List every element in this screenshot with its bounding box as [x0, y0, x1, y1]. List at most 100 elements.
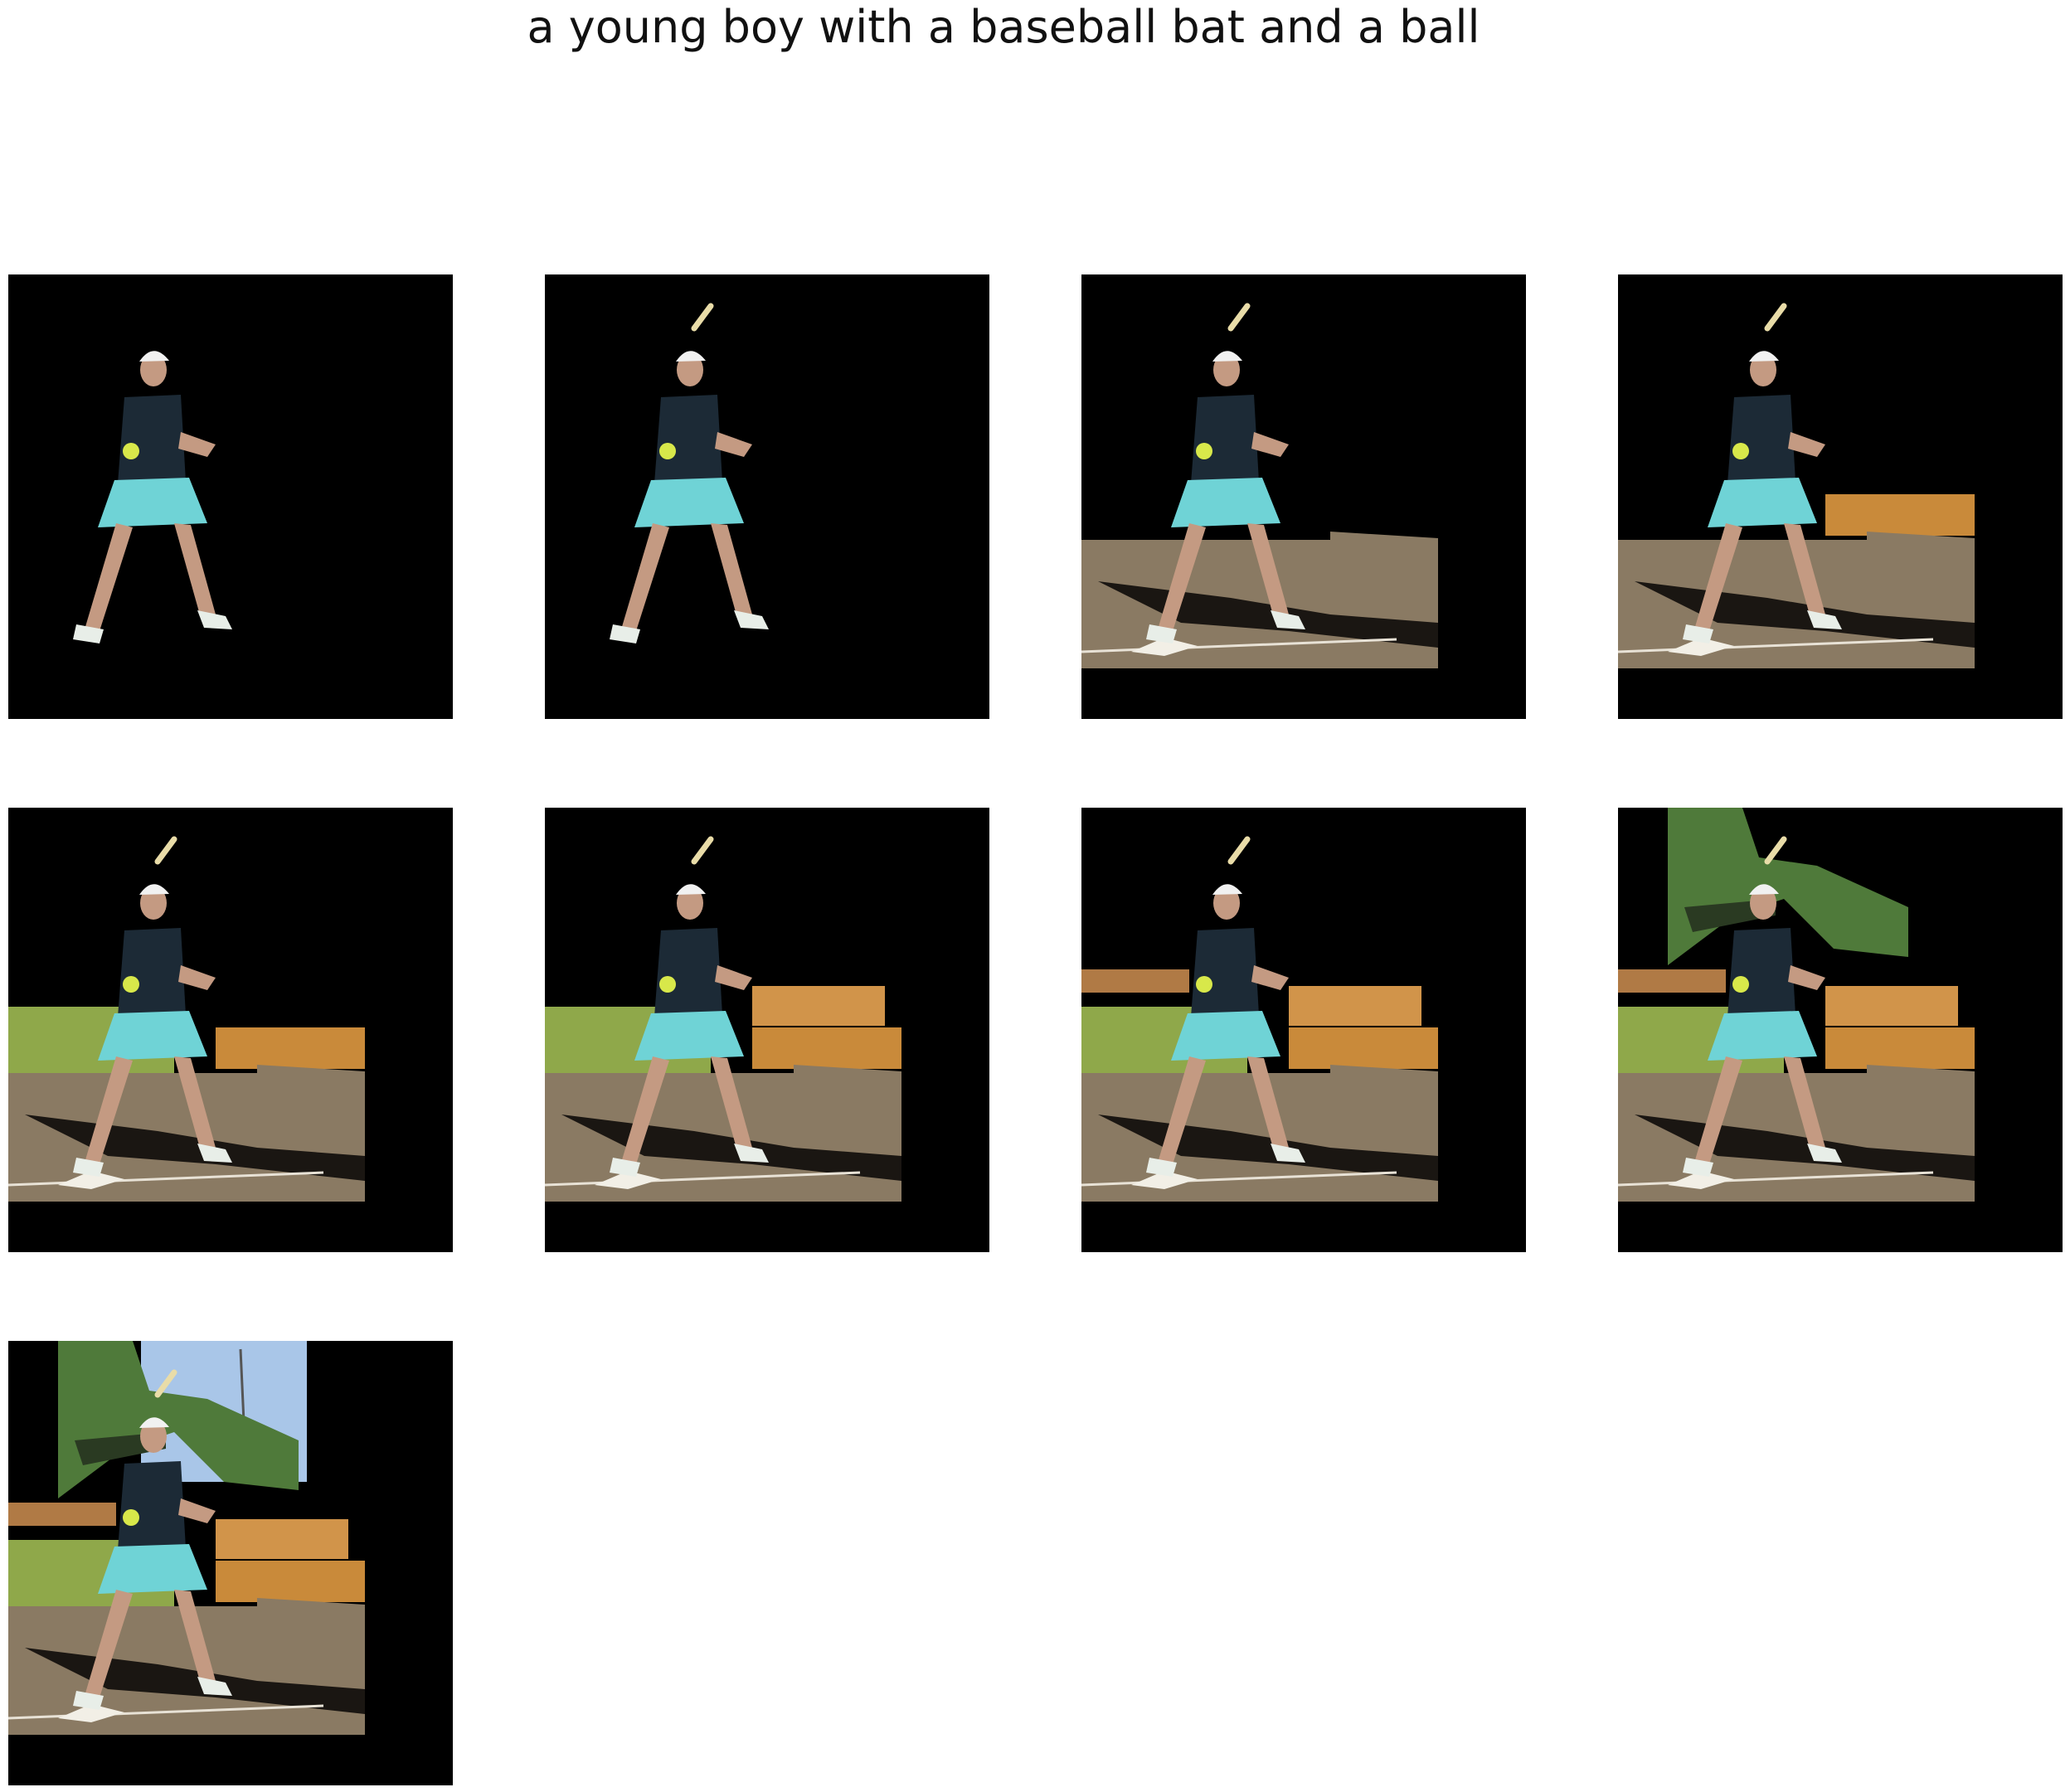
baseline-chalk [1618, 638, 1934, 653]
left-shoe [610, 1158, 640, 1177]
player-right-leg [711, 523, 752, 618]
panel-scene-4 [1618, 303, 1975, 668]
player-head [1750, 353, 1776, 386]
image-panel-8 [1618, 808, 2063, 1252]
right-shoe [734, 610, 769, 629]
image-panel-5 [8, 808, 453, 1252]
player-shirt [118, 928, 186, 1017]
panel-scene-8 [1618, 808, 1975, 1202]
right-shoe [1271, 1144, 1305, 1163]
player-right-leg [1784, 1056, 1825, 1151]
player-shirt [118, 395, 186, 483]
player-left-leg [85, 523, 133, 631]
bleacher-lower [216, 1561, 365, 1602]
player-left-leg [1158, 1056, 1206, 1164]
player-shirt [1727, 395, 1795, 483]
right-shoe [197, 610, 232, 629]
player-shirt [1191, 395, 1259, 483]
player-left-leg [1694, 1056, 1742, 1164]
home-plate [1668, 638, 1734, 656]
player-head [677, 886, 703, 920]
player-right-leg [174, 523, 216, 618]
figure-title: a young boy with a baseball bat and a ba… [527, 1, 1480, 53]
player-cap [1749, 351, 1779, 362]
player-skirt [98, 478, 207, 527]
player-skirt [1171, 478, 1280, 527]
image-panel-2 [545, 274, 989, 719]
player-skirt [1171, 1011, 1280, 1061]
bleacher-lower [1289, 1027, 1438, 1069]
right-shoe [734, 1144, 769, 1163]
player-arm [715, 965, 752, 990]
player-head [1213, 886, 1240, 920]
right-shoe [1807, 610, 1842, 629]
player-shirt [118, 1461, 186, 1550]
baseline-chalk [545, 1171, 861, 1187]
baseball-bat [154, 1369, 177, 1398]
player-head [140, 1420, 167, 1453]
baseline-chalk [8, 1171, 324, 1187]
tennis-ball [1732, 443, 1749, 459]
player-left-leg [85, 1056, 133, 1164]
tree-foliage [58, 1341, 299, 1498]
player-cap [1749, 884, 1779, 895]
image-panel-4 [1618, 274, 2063, 719]
player-arm [178, 1498, 216, 1523]
bleacher-lower [752, 1027, 901, 1069]
baseline-chalk [1081, 638, 1397, 653]
player-head [140, 353, 167, 386]
tree-foliage [1668, 808, 1908, 965]
player-shirt [1727, 928, 1795, 1017]
player-arm [178, 965, 216, 990]
player-right-leg [711, 1056, 752, 1151]
bleacher-upper [752, 986, 885, 1026]
player-arm [715, 432, 752, 457]
bleacher-lower [1825, 1027, 1975, 1069]
baseball-bat [1764, 303, 1787, 332]
player-head [1750, 886, 1776, 920]
panel-scene-1 [73, 351, 232, 643]
baseline-chalk [1618, 1171, 1934, 1187]
player-cap [139, 351, 169, 362]
image-panel-7 [1081, 808, 1526, 1252]
player-shirt [654, 928, 722, 1017]
image-panel-1 [8, 274, 453, 719]
player-cap [676, 884, 706, 895]
player-cap [676, 351, 706, 362]
tennis-ball [1196, 976, 1212, 993]
panel-scene-2 [610, 303, 769, 643]
right-shoe [197, 1677, 232, 1696]
player-shirt [654, 395, 722, 483]
player-left-leg [1158, 523, 1206, 631]
bleacher-lower [216, 1027, 365, 1069]
home-plate [1668, 1171, 1734, 1189]
player-left-leg [621, 523, 669, 631]
player-cap [139, 884, 169, 895]
panel-scene-6 [545, 836, 901, 1202]
bleacher-lower [1825, 494, 1975, 536]
baseball-bat [691, 303, 714, 332]
left-shoe [1683, 624, 1713, 643]
baseball-bat [1227, 303, 1251, 332]
player-right-leg [174, 1056, 216, 1151]
player-skirt [634, 1011, 744, 1061]
player-head [140, 886, 167, 920]
player-head [677, 353, 703, 386]
tennis-ball [123, 976, 139, 993]
top-bench [8, 1503, 116, 1526]
player-right-leg [1247, 1056, 1289, 1151]
tennis-ball [1732, 976, 1749, 993]
left-shoe [73, 1691, 104, 1710]
image-panel-9 [8, 1341, 453, 1785]
left-shoe [1683, 1158, 1713, 1177]
player-arm [178, 432, 216, 457]
tennis-ball [659, 443, 676, 459]
player-arm [1251, 965, 1289, 990]
panel-scene-9 [8, 1341, 365, 1735]
home-plate [1131, 638, 1198, 656]
tennis-ball [659, 976, 676, 993]
image-panel-3 [1081, 274, 1526, 719]
player-left-leg [85, 1590, 133, 1697]
baseball-bat [154, 836, 177, 865]
player-skirt [634, 478, 744, 527]
